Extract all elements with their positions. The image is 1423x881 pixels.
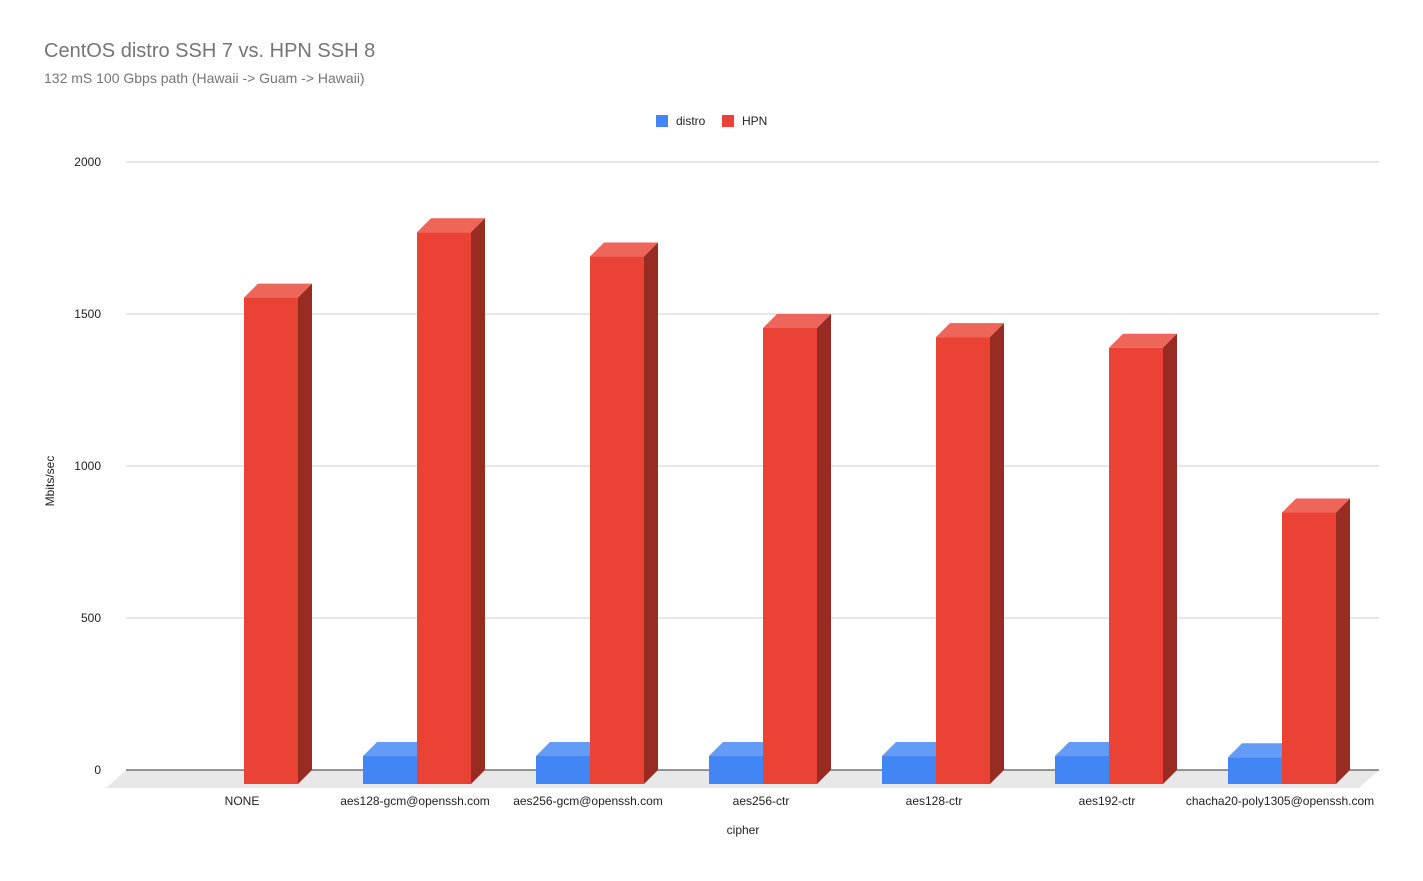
bar-side-face (1163, 333, 1177, 784)
bar-side-face (298, 283, 312, 784)
bar-front-face (882, 756, 936, 784)
x-tick-label: aes256-gcm@openssh.com (513, 794, 663, 808)
y-tick-label: 1500 (74, 307, 101, 321)
bar-hpn-6 (1109, 333, 1177, 784)
bar-hpn-2 (417, 218, 485, 785)
bar-front-face (936, 337, 990, 784)
bar-top-face (417, 218, 485, 233)
bar-top-face (1228, 743, 1296, 758)
legend-label-distro: distro (676, 114, 706, 128)
bar-front-face (763, 328, 817, 784)
x-tick-label: aes192-ctr (1079, 794, 1136, 808)
bar-front-face (536, 756, 590, 784)
bar-hpn-4 (763, 314, 831, 784)
bar-hpn-5 (936, 323, 1004, 784)
bar-front-face (1055, 756, 1109, 784)
bar-side-face (817, 314, 831, 784)
x-tick-label: chacha20-poly1305@openssh.com (1186, 794, 1374, 808)
legend-swatch-distro (656, 115, 668, 127)
bar-side-face (644, 242, 658, 784)
bar-top-face (763, 314, 831, 328)
x-tick-label: aes128-ctr (906, 794, 963, 808)
legend-swatch-hpn (722, 115, 734, 127)
bar-top-face (536, 742, 604, 757)
bar-side-face (1336, 498, 1350, 784)
bar-distro-5 (882, 742, 950, 784)
y-tick-label: 1000 (74, 459, 101, 473)
y-axis-title: Mbits/sec (43, 456, 57, 507)
y-tick-label: 2000 (74, 155, 101, 169)
chart-title: CentOS distro SSH 7 vs. HPN SSH 8 (44, 40, 376, 62)
y-tick-label: 0 (94, 763, 101, 777)
bar-top-face (363, 742, 431, 757)
bar-side-face (471, 218, 485, 785)
bar-top-face (244, 283, 312, 298)
bar-top-face (709, 742, 777, 757)
legend: distro HPN (656, 114, 767, 128)
bar-top-face (590, 242, 658, 257)
bar-top-face (1282, 498, 1350, 513)
bar-front-face (417, 232, 471, 785)
chart-subtitle: 132 mS 100 Gbps path (Hawaii -> Guam -> … (44, 70, 365, 86)
bar-hpn-3 (590, 242, 658, 784)
bar-hpn-7 (1282, 498, 1350, 784)
bar-front-face (244, 297, 298, 784)
x-tick-label: NONE (225, 794, 260, 808)
bar-front-face (1109, 347, 1163, 784)
bar-front-face (1282, 512, 1336, 784)
bar-distro-6 (1055, 742, 1123, 784)
bar-side-face (990, 323, 1004, 784)
x-tick-label: aes128-gcm@openssh.com (340, 794, 490, 808)
bar-front-face (1228, 757, 1282, 784)
bar-front-face (363, 756, 417, 784)
bar-top-face (882, 742, 950, 757)
x-tick-label: aes256-ctr (733, 794, 790, 808)
y-tick-label: 500 (81, 611, 101, 625)
legend-label-hpn: HPN (742, 114, 767, 128)
bar-top-face (1109, 333, 1177, 348)
bar-top-face (936, 323, 1004, 338)
bar-top-face (1055, 742, 1123, 757)
x-axis-title: cipher (727, 823, 760, 837)
bar-hpn-1 (244, 283, 312, 784)
bar-front-face (590, 256, 644, 784)
bar-front-face (709, 756, 763, 784)
